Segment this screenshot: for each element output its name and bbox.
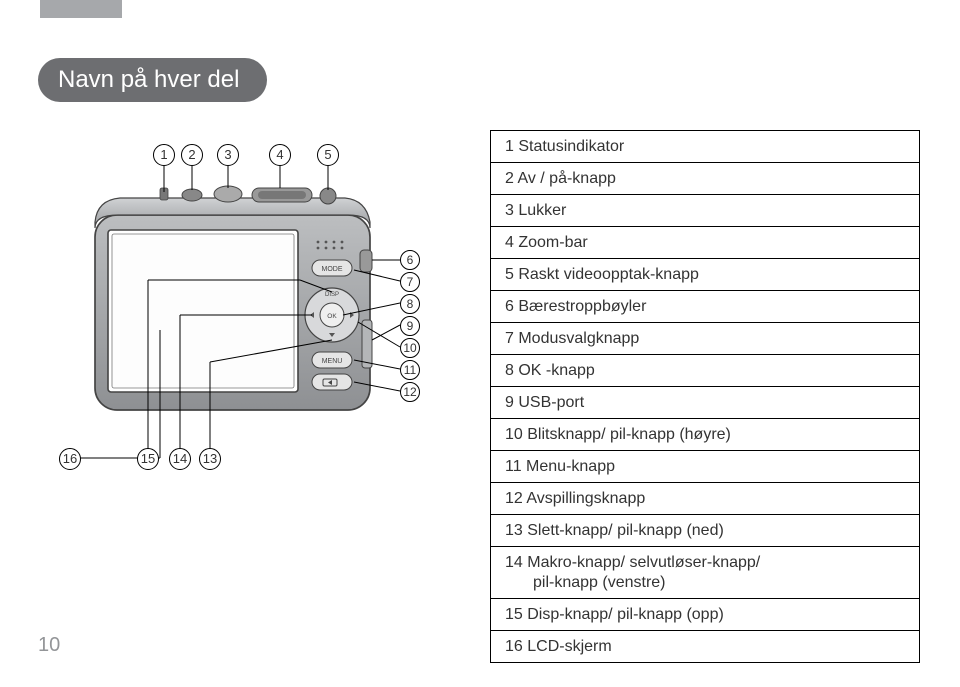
parts-row: 3 Lukker <box>491 195 919 227</box>
callout-8: 8 <box>400 294 420 314</box>
callout-5: 5 <box>317 144 339 166</box>
svg-text:OK: OK <box>327 313 337 320</box>
callout-10: 10 <box>400 338 420 358</box>
svg-text:MENU: MENU <box>322 358 343 365</box>
camera-illustration: MODE OK DISP MENU <box>40 130 460 510</box>
parts-cell: 8 OK -knapp <box>491 355 919 387</box>
parts-row: 6 Bærestroppbøyler <box>491 291 919 323</box>
parts-cell: 7 Modusvalgknapp <box>491 323 919 355</box>
parts-cell: 5 Raskt videoopptak-knapp <box>491 259 919 291</box>
parts-row: 14 Makro-knapp/ selvutløser-knapp/pil-kn… <box>491 547 919 599</box>
callout-6: 6 <box>400 250 420 270</box>
parts-subline: pil-knapp (venstre) <box>505 573 905 593</box>
parts-row: 7 Modusvalgknapp <box>491 323 919 355</box>
parts-cell: 6 Bærestroppbøyler <box>491 291 919 323</box>
content-row: MODE OK DISP MENU <box>40 130 920 663</box>
parts-row: 11 Menu-knapp <box>491 451 919 483</box>
parts-row: 5 Raskt videoopptak-knapp <box>491 259 919 291</box>
parts-row: 8 OK -knapp <box>491 355 919 387</box>
parts-row: 4 Zoom-bar <box>491 227 919 259</box>
header-accent-bar <box>40 0 122 18</box>
parts-cell: 2 Av / på-knapp <box>491 163 919 195</box>
parts-list-table: 1 Statusindikator2 Av / på-knapp3 Lukker… <box>491 131 919 662</box>
parts-row: 2 Av / på-knapp <box>491 163 919 195</box>
section-title: Navn på hver del <box>38 58 267 102</box>
parts-cell: 11 Menu-knapp <box>491 451 919 483</box>
parts-cell: 12 Avspillingsknapp <box>491 483 919 515</box>
parts-table: 1 Statusindikator2 Av / på-knapp3 Lukker… <box>490 130 920 663</box>
callout-16: 16 <box>59 448 81 470</box>
callout-9: 9 <box>400 316 420 336</box>
callout-14: 14 <box>169 448 191 470</box>
svg-text:DISP: DISP <box>325 292 339 298</box>
parts-row: 16 LCD-skjerm <box>491 631 919 663</box>
callout-2: 2 <box>181 144 203 166</box>
callout-7: 7 <box>400 272 420 292</box>
parts-cell: 10 Blitsknapp/ pil-knapp (høyre) <box>491 419 919 451</box>
page-number: 10 <box>38 634 60 657</box>
callout-13: 13 <box>199 448 221 470</box>
parts-row: 12 Avspillingsknapp <box>491 483 919 515</box>
camera-diagram: MODE OK DISP MENU <box>40 130 460 510</box>
parts-cell: 14 Makro-knapp/ selvutløser-knapp/pil-kn… <box>491 547 919 599</box>
callout-12: 12 <box>400 382 420 402</box>
parts-row: 13 Slett-knapp/ pil-knapp (ned) <box>491 515 919 547</box>
callout-15: 15 <box>137 448 159 470</box>
parts-row: 10 Blitsknapp/ pil-knapp (høyre) <box>491 419 919 451</box>
callout-1: 1 <box>153 144 175 166</box>
parts-cell: 4 Zoom-bar <box>491 227 919 259</box>
callout-4: 4 <box>269 144 291 166</box>
parts-cell: 3 Lukker <box>491 195 919 227</box>
parts-cell: 9 USB-port <box>491 387 919 419</box>
parts-cell: 16 LCD-skjerm <box>491 631 919 663</box>
parts-row: 1 Statusindikator <box>491 131 919 163</box>
parts-cell: 13 Slett-knapp/ pil-knapp (ned) <box>491 515 919 547</box>
callout-11: 11 <box>400 360 420 380</box>
svg-text:MODE: MODE <box>322 266 343 273</box>
parts-row: 15 Disp-knapp/ pil-knapp (opp) <box>491 599 919 631</box>
callout-3: 3 <box>217 144 239 166</box>
parts-cell: 1 Statusindikator <box>491 131 919 163</box>
parts-row: 9 USB-port <box>491 387 919 419</box>
parts-cell: 15 Disp-knapp/ pil-knapp (opp) <box>491 599 919 631</box>
